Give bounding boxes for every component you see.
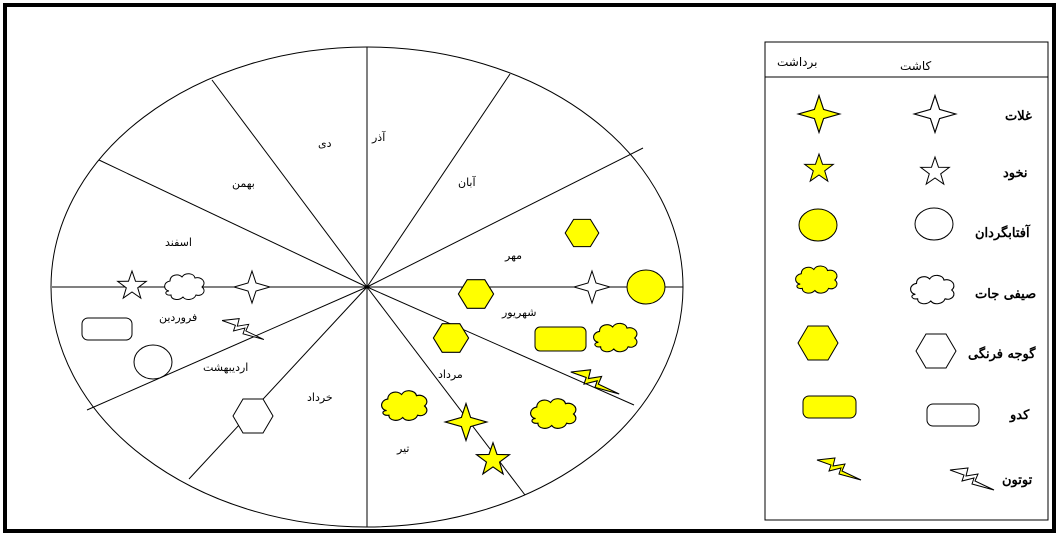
month-label-shahrivar: شهریور — [501, 306, 536, 319]
legend-label-pumpkin: کدو — [1009, 408, 1030, 423]
legend-header-harvest: برداشت — [777, 55, 817, 70]
month-label-bahman: بهمن — [232, 177, 255, 190]
month-label-khordad: خرداد — [307, 391, 333, 404]
month-label-azar: آذر — [371, 130, 386, 144]
month-label-dey: دی — [318, 137, 332, 150]
divider-line — [188, 286, 368, 480]
calendar-wheel: دی آذر بهمن آبان اسفند مهر فروردین شهریو… — [50, 46, 684, 528]
legend-label-sunflower: آفتابگردان — [975, 224, 1031, 241]
month-label-aban: آبان — [458, 175, 476, 189]
month-label-esfand: اسفند — [165, 236, 192, 249]
legend-label-tomato: گوجه فرنگی — [968, 345, 1036, 362]
divider-line — [98, 159, 368, 288]
legend: برداشت کاشت غلات نخود آفتابگردان صیفی جا… — [764, 41, 1049, 521]
pumpkin-harvest-icon — [534, 326, 587, 352]
month-label-farvardin: فروردین — [159, 311, 197, 324]
divider-line — [211, 79, 368, 288]
oval-icon — [798, 208, 838, 242]
legend-label-tobacco: توتون — [1002, 473, 1033, 488]
legend-label-summer-crops: صیفی جات — [975, 287, 1036, 302]
divider-line — [366, 73, 511, 288]
summer-crops-planting-icon — [164, 273, 205, 300]
cloud-icon — [795, 265, 838, 294]
cloud-icon — [910, 274, 955, 305]
divider-line — [86, 286, 368, 411]
summer-crops-harvest-icon — [529, 398, 577, 429]
summer-crops-harvest-icon — [593, 322, 638, 353]
divider-line — [366, 286, 635, 406]
pumpkin-planting-icon — [81, 317, 133, 341]
month-label-ordibehesht: اردیبهشت — [203, 361, 248, 374]
legend-header-planting: کاشت — [900, 59, 931, 73]
month-label-tir: تیر — [396, 442, 409, 455]
summer-crops-harvest-icon — [380, 390, 428, 421]
sunflower-harvest-icon — [626, 269, 666, 305]
wheel-dividers — [52, 47, 683, 527]
month-label-mordad: مرداد — [438, 368, 463, 381]
month-label-mehr: مهر — [504, 249, 522, 262]
divider-line — [366, 147, 644, 288]
legend-label-chickpea: نخود — [1003, 166, 1028, 181]
rounded-rect-icon — [802, 395, 857, 419]
rounded-rect-icon — [926, 403, 980, 427]
oval-icon — [914, 207, 954, 241]
sunflower-planting-icon — [133, 344, 173, 380]
legend-label-grains: غلات — [1005, 109, 1032, 124]
